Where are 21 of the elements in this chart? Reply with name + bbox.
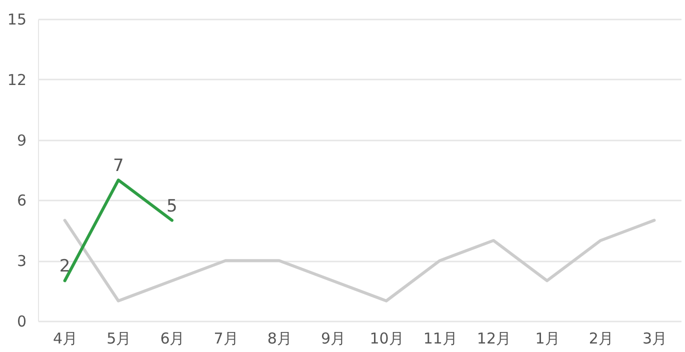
y-tick-label: 0: [16, 312, 26, 330]
data-label: 2: [59, 256, 70, 277]
y-tick-label: 12: [7, 70, 26, 89]
x-tick-label: 7月: [214, 330, 238, 348]
y-tick-label: 6: [16, 192, 26, 210]
x-tick-label: 8月: [267, 330, 292, 348]
y-tick-label: 15: [7, 10, 26, 28]
x-tick-label: 9月: [320, 330, 346, 348]
data-label: 5: [166, 196, 178, 216]
x-tick-label: 10月: [370, 330, 404, 348]
x-tick-label: 3月: [642, 330, 667, 348]
x-tick-label: 12月: [476, 330, 512, 348]
x-tick-label: 1月: [535, 330, 560, 348]
x-tick-label: 4月: [53, 330, 78, 348]
y-tick-label: 9: [16, 131, 26, 150]
x-tick-label: 11月: [423, 330, 458, 348]
x-tick-label: 6月: [160, 330, 185, 348]
x-tick-label: 5月: [106, 330, 132, 348]
data-label: 7: [112, 156, 124, 176]
x-tick-label: 2月: [588, 330, 614, 348]
y-tick-label: 3: [16, 252, 26, 270]
